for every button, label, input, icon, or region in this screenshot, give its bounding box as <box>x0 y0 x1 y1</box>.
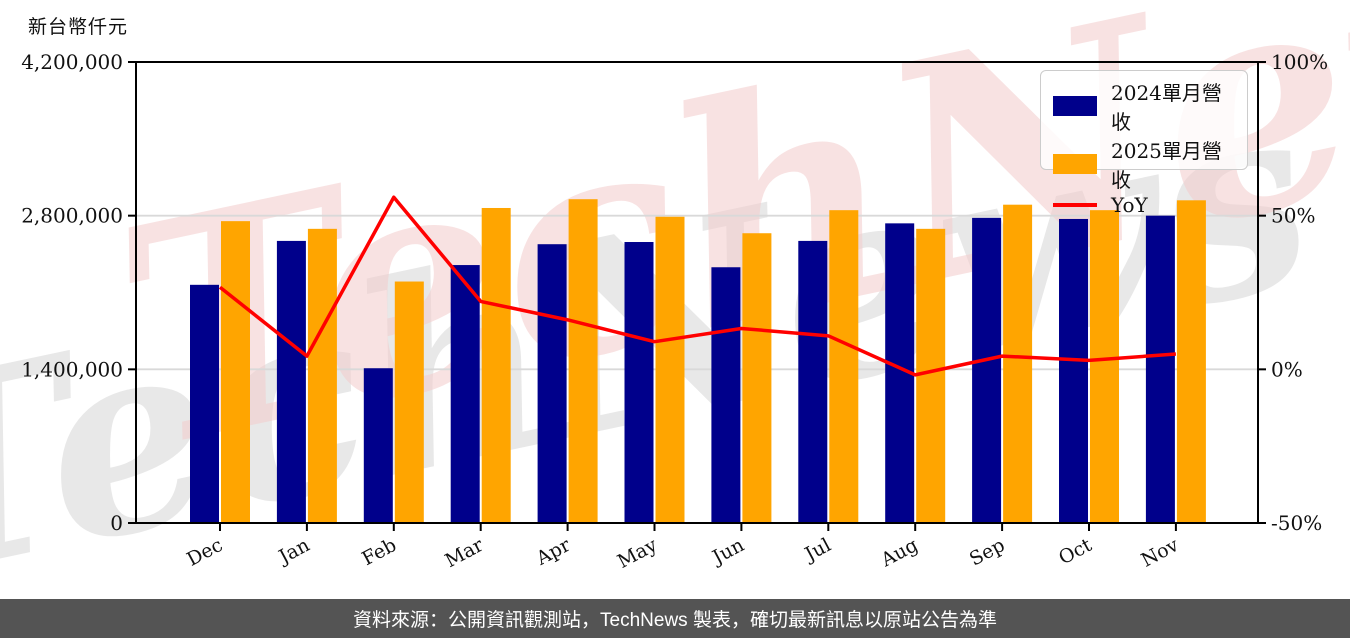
bar-2025-jan <box>307 228 337 524</box>
bar-2024-apr <box>537 244 567 523</box>
bar-2025-apr <box>568 199 598 523</box>
legend-swatch-2025 <box>1053 154 1097 174</box>
y-right-tick-label: 100% <box>1271 50 1328 74</box>
bar-2025-oct <box>1090 210 1119 523</box>
y-right-tick-label: 0% <box>1271 357 1303 381</box>
y-right-tick-label: 50% <box>1271 204 1315 228</box>
bar-2024-dec <box>190 284 219 523</box>
x-tick-label-oct: Oct <box>1055 534 1096 569</box>
bar-2024-nov <box>1145 215 1175 523</box>
legend-item-2025: 2025單月營收 <box>1053 135 1235 193</box>
legend-label-2025: 2025單月營收 <box>1111 139 1222 192</box>
legend-item-2024: 2024單月營收 <box>1053 77 1235 135</box>
bar-2025-jun <box>742 233 772 523</box>
y-right-tick-label: -50% <box>1271 511 1322 535</box>
source-footer: 資料來源：公開資訊觀測站，TechNews 製表，確切最新訊息以原站公告為準 <box>0 599 1350 638</box>
x-tick-label-nov: Nov <box>1138 534 1183 572</box>
chart-legend: 2024單月營收 2025單月營收 YoY <box>1040 70 1248 217</box>
bar-2025-mar <box>481 207 511 523</box>
source-footer-text: 資料來源：公開資訊觀測站，TechNews 製表，確切最新訊息以原站公告為準 <box>353 610 997 631</box>
bar-2025-nov <box>1176 200 1206 524</box>
bar-2024-may <box>624 242 654 523</box>
y-left-tick-label: 2,800,000 <box>21 204 123 228</box>
x-tick-label-jan: Jan <box>274 534 314 569</box>
legend-item-yoy: YoY <box>1053 193 1235 217</box>
legend-label-yoy: YoY <box>1111 193 1148 217</box>
y-left-tick-label: 4,200,000 <box>21 50 123 74</box>
bar-2025-dec <box>221 221 250 523</box>
x-tick-label-feb: Feb <box>358 534 400 570</box>
plot-border <box>135 61 1259 524</box>
bar-2024-jun <box>711 267 741 523</box>
bar-2024-jul <box>798 240 828 523</box>
x-tick-label-dec: Dec <box>183 534 226 571</box>
bar-2025-sep <box>1003 204 1033 523</box>
yoy-line <box>218 195 1177 377</box>
bar-2024-oct <box>1059 218 1088 523</box>
revenue-yoy-chart: 0 1,400,000 2,800,000 4,200,000 -50% 0% 50% 100… <box>21 50 1328 573</box>
legend-label-2024: 2024單月營收 <box>1111 81 1222 134</box>
legend-swatch-2024 <box>1053 96 1097 116</box>
x-tick-label-jul: Jul <box>800 534 835 567</box>
bar-2025-aug <box>916 228 946 524</box>
bar-2024-sep <box>972 217 1002 523</box>
x-tick-label-jun: Jun <box>707 534 747 569</box>
x-tick-label-sep: Sep <box>966 534 1009 571</box>
x-tick-label-may: May <box>614 534 661 573</box>
x-tick-label-apr: Apr <box>532 534 575 571</box>
bar-2024-mar <box>450 265 480 523</box>
bar-2025-may <box>655 216 685 523</box>
bar-2025-feb <box>394 281 424 523</box>
y-left-tick-label: 0 <box>110 511 123 535</box>
y-axis-title: 新台幣仟元 <box>28 16 129 38</box>
bar-2024-jan <box>276 240 306 523</box>
legend-swatch-yoy-line <box>1053 203 1097 207</box>
y-left-tick-label: 1,400,000 <box>21 357 123 381</box>
bar-2024-feb <box>363 368 393 523</box>
x-tick-label-aug: Aug <box>877 534 922 572</box>
bar-2025-jul <box>829 210 859 523</box>
x-tick-label-mar: Mar <box>442 534 488 573</box>
